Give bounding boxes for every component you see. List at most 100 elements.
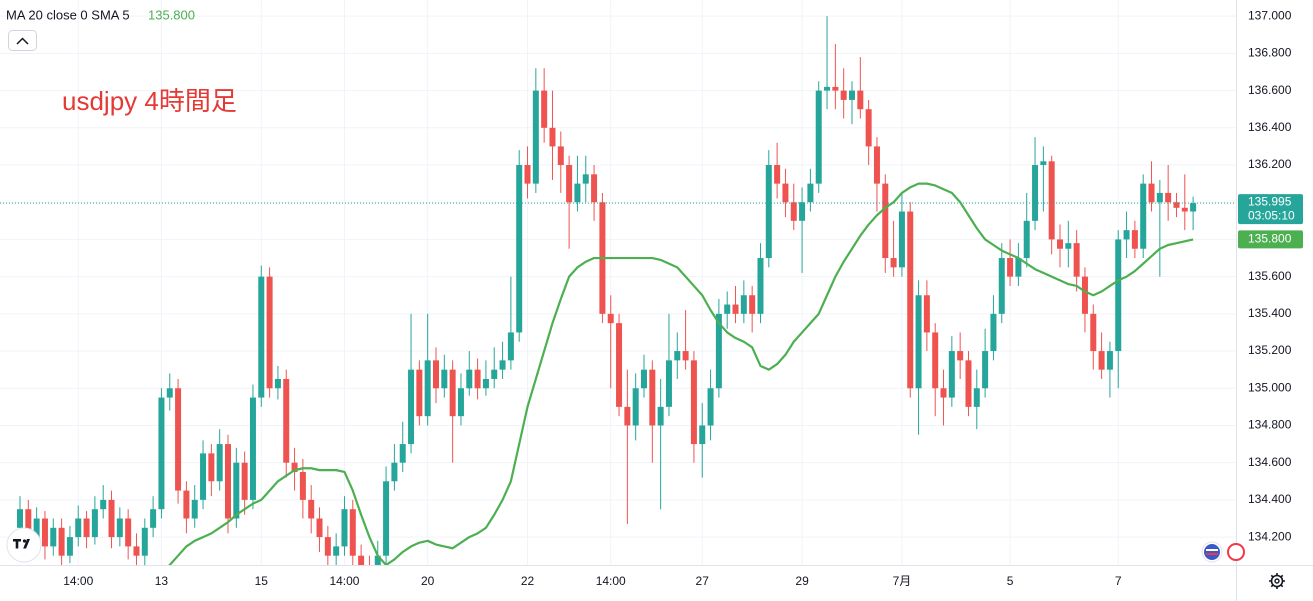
candle-body [1115,239,1122,352]
candle-body [765,165,772,259]
candle-body [948,351,955,398]
candle-body [308,499,315,519]
candle-body [1040,161,1047,166]
x-tick-label: 15 [255,574,269,588]
candle-body [17,509,23,528]
candle-body [200,453,207,500]
x-tick-label: 7月 [893,574,912,588]
y-tick-label: 134.200 [1248,529,1292,543]
candle-body [607,313,614,324]
candle-body [574,183,581,203]
candle-body [1156,192,1163,203]
candle-body [1065,243,1072,249]
candle-body [649,369,656,426]
candle-body [674,351,681,361]
candle-body [732,304,739,314]
x-tick-label: 14:00 [329,574,359,588]
candle-body [316,518,323,538]
candle-body [690,360,697,445]
candle-body [1140,183,1147,249]
candle-body [466,369,473,389]
settings-button[interactable] [1269,573,1285,589]
candle-body [125,518,132,547]
candle-body [541,90,548,128]
candle-body [258,276,265,398]
candle-body [857,90,864,110]
candle-body [474,369,481,389]
candle-body [757,258,764,314]
candle-body [557,146,564,166]
candle-body [516,165,523,333]
y-tick-label: 134.800 [1248,418,1292,432]
x-tick-label: 5 [1007,574,1014,588]
candle-body [973,388,980,407]
candle-body [641,369,647,389]
candle-body [358,555,365,565]
candle-body [175,388,182,491]
candle-body [724,304,731,314]
candle-body [50,527,57,547]
candle-body [807,183,814,203]
candle-body [632,388,639,426]
candle-body [699,425,706,445]
candle-body [482,378,489,389]
candle-body [832,86,839,91]
candle-body [424,360,431,417]
candle-body [449,369,456,417]
candle-body [1073,243,1080,277]
candle-body [150,509,157,528]
candle-body [707,388,714,426]
candle-body [216,444,223,482]
candle-body [158,397,165,510]
candle-body [774,165,781,184]
candle-body [1057,239,1063,249]
x-tick-label: 29 [795,574,809,588]
candle-body [133,546,140,556]
candle-body [715,313,722,389]
candle-body [965,360,972,407]
ma-price-label: 135.800 [1248,232,1292,246]
candle-body [391,462,398,482]
candle-body [208,453,215,482]
y-tick-label: 137.000 [1248,8,1292,22]
candle-body [499,360,506,370]
candle-body [624,406,631,426]
candle-body [1131,230,1138,249]
y-tick-label: 136.400 [1248,120,1292,134]
candle-body [549,127,556,147]
candle-body [782,183,789,203]
candle-body [566,165,573,203]
candle-body [749,295,756,314]
tv-logo [6,527,42,563]
y-tick-label: 136.800 [1248,46,1292,60]
candle-body [665,360,672,407]
candle-body [799,202,806,221]
plot-area [0,16,1236,565]
candle-body [907,211,914,389]
candle-body [1023,220,1030,259]
collapse-button[interactable] [8,30,37,51]
candle-body [166,388,173,398]
candle-body [957,351,964,361]
candle-body [915,295,922,389]
candle-body [374,555,381,565]
x-tick-label: 13 [155,574,169,588]
candle-body [882,183,889,259]
candle-body [1165,192,1172,203]
candle-body [408,369,415,445]
candle-body [324,537,331,556]
x-tick-label: 7 [1115,574,1122,588]
candle-body [58,527,65,556]
candle-body [873,146,880,184]
candle-body [1048,161,1055,240]
y-tick-label: 136.200 [1248,157,1292,171]
x-tick-label: 14:00 [63,574,93,588]
candle-body [890,258,897,268]
candle-body [100,499,107,510]
candle-body [249,397,256,500]
candle-body [616,323,623,407]
candle-body [66,537,73,556]
candle-body [116,518,123,538]
candle-body [657,406,664,426]
